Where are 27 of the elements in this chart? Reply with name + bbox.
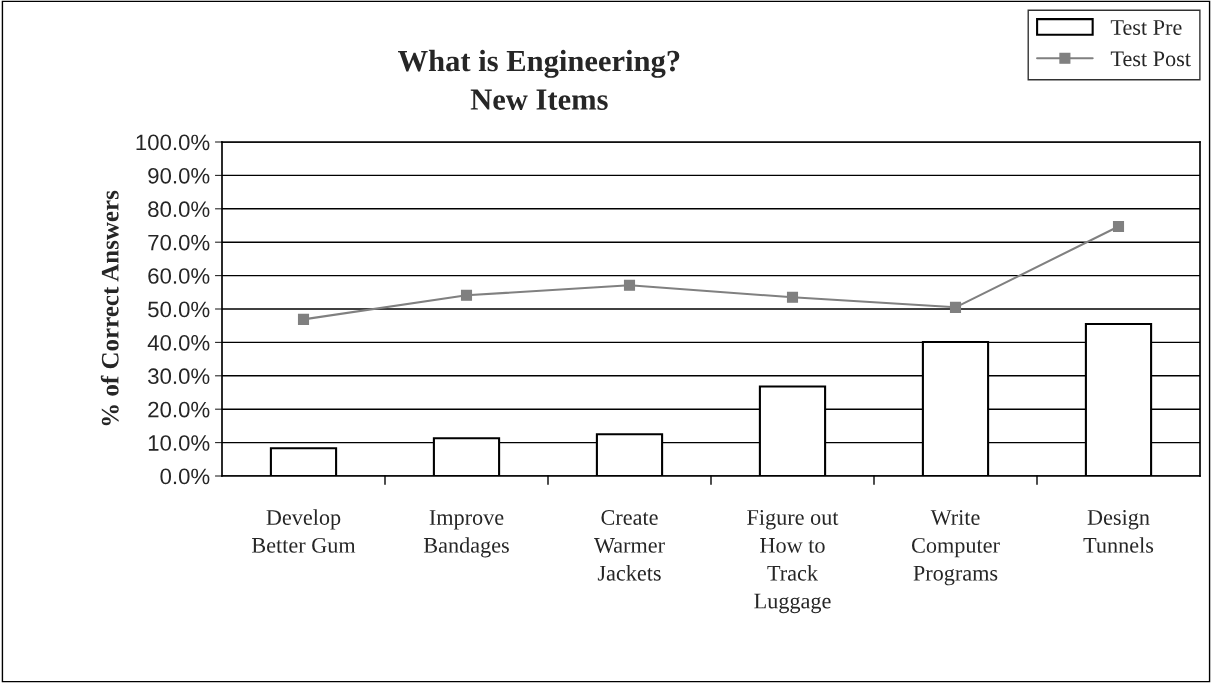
y-tick-label: 40.0% [147, 334, 210, 351]
point [460, 289, 473, 301]
x-tick-label: Improve Bandages [423, 510, 509, 558]
y-tick-label: 90.0% [148, 167, 210, 184]
x-tick-label: Figure out How to Track Luggage [747, 509, 839, 614]
y-tick-label: 100.0% [136, 134, 210, 151]
y-tick-label: 30.0% [148, 368, 210, 385]
point [623, 279, 636, 291]
y-axis-title: % of Correct Answers [100, 190, 119, 426]
chart-title: What is Engineering? New Items [398, 49, 680, 110]
legend-label: Test Pre [1110, 20, 1182, 35]
y-tick-label: 80.0% [148, 201, 210, 218]
y-tick-label: 70.0% [148, 234, 210, 251]
y-tick-label: 0.0% [160, 468, 210, 485]
y-tick-label: 10.0% [148, 435, 210, 451]
y-tick-label: 50.0% [148, 301, 210, 318]
x-tick-label: Write Computer Programs [911, 510, 1000, 586]
point [1112, 220, 1125, 233]
point [297, 313, 310, 325]
x-tick-label: Develop Better Gum [251, 509, 356, 553]
y-tick-label: 20.0% [148, 401, 210, 418]
x-tick-label: Create Warmer Jackets [594, 510, 665, 581]
x-tick-label: Design Tunnels [1083, 509, 1154, 553]
y-tick-label: 60.0% [148, 268, 210, 284]
point [786, 291, 799, 303]
legend-label: Test Post [1110, 51, 1191, 67]
point [949, 301, 962, 313]
